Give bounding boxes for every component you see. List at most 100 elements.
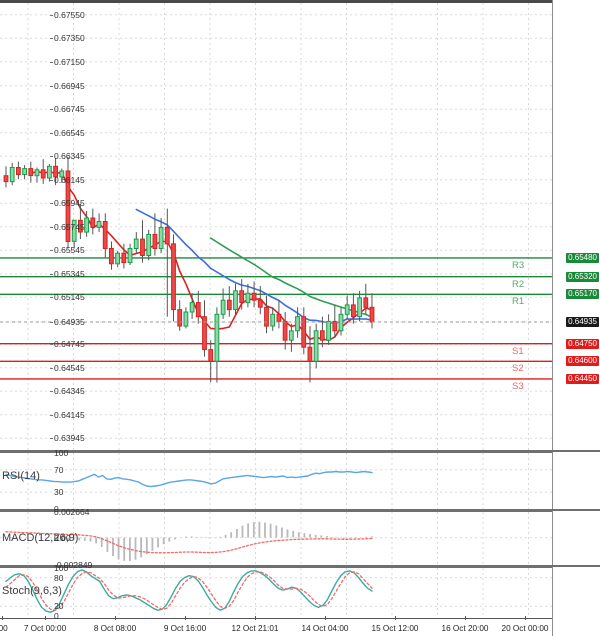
price-tick-mark — [50, 156, 53, 158]
price-tick-label: 0.65345 — [54, 268, 85, 279]
price-tick-label: 0.65545 — [54, 245, 85, 256]
price-tick-label: 0.66745 — [54, 104, 85, 115]
price-tick-label: 0.65145 — [54, 292, 85, 303]
price-tick-mark — [50, 109, 53, 111]
price-tick-mark — [50, 438, 53, 440]
rsi-panel-top-border — [0, 450, 552, 453]
price-tick-label: 0.64345 — [54, 386, 85, 397]
pivot-r3-label: R3 — [512, 259, 525, 271]
x-axis-tick-mark — [185, 616, 186, 620]
x-axis-tick-mark — [45, 616, 46, 620]
subpanel-tick-label: 70 — [54, 464, 64, 475]
x-axis-tick-label: :00 — [0, 624, 8, 633]
subpanel-tick-label: -0.002849 — [54, 560, 93, 570]
price-tick-label: 0.67350 — [54, 33, 85, 44]
price-tick-mark — [50, 85, 53, 87]
price-tick-label: 0.66945 — [54, 80, 85, 91]
rsi-indicator-label: RSI(14) — [2, 470, 40, 482]
price-tick-label: 0.66345 — [54, 151, 85, 162]
pivot-s2-label: S2 — [512, 363, 524, 375]
pivot-r3-price-tag: 0.65480 — [566, 252, 599, 263]
macd-canvas — [0, 512, 552, 565]
x-axis-tick-label: 12 Oct 21:01 — [231, 624, 279, 633]
rsi-canvas — [0, 453, 552, 509]
x-axis-tick-mark — [525, 616, 526, 620]
x-axis-tick-label: 16 Oct 20:00 — [441, 624, 489, 633]
price-tick-label: 0.67550 — [54, 9, 85, 20]
pivot-r2-label: R2 — [512, 278, 525, 290]
pivot-r1-price-tag: 0.65170 — [566, 289, 599, 300]
price-axis-separator — [552, 0, 553, 636]
price-chart-canvas[interactable] — [0, 3, 552, 450]
price-tick-mark — [50, 414, 53, 416]
x-axis-tick-mark — [255, 616, 256, 620]
price-tick-mark — [50, 250, 53, 252]
price-tick-label: 0.67150 — [54, 56, 85, 67]
x-axis-tick-mark — [395, 616, 396, 620]
pivot-s1-label: S1 — [512, 345, 524, 357]
price-tick-mark — [50, 322, 53, 323]
x-axis-line — [0, 618, 552, 619]
subpanel-tick-label: 30 — [54, 487, 64, 498]
price-tick-label: 0.64545 — [54, 362, 85, 373]
x-axis-tick-mark — [465, 616, 466, 620]
pivot-s3-price-tag: 0.64450 — [566, 373, 599, 384]
x-axis-tick-label: 15 Oct 12:00 — [371, 624, 419, 633]
price-tick-mark — [50, 367, 53, 369]
price-tick-mark — [50, 203, 53, 205]
x-axis-tick-label: 14 Oct 04:00 — [301, 624, 349, 633]
price-tick-mark — [50, 132, 53, 134]
price-tick-label: 0.63945 — [54, 433, 85, 444]
subpanel-tick-label: 100 — [54, 448, 69, 458]
x-axis-tick-mark — [2, 616, 3, 620]
price-tick-mark — [50, 61, 53, 63]
axis-panel-divider — [552, 509, 600, 511]
pivot-r1-label: R1 — [512, 296, 525, 308]
price-tick-mark — [50, 14, 53, 16]
subpanel-tick-label: 80 — [54, 572, 64, 583]
subpanel-tick-label: 0.002664 — [54, 507, 90, 517]
subpanel-tick-label: 0.00 — [54, 532, 71, 543]
subpanel-tick-label: 20 — [54, 601, 64, 612]
price-tick-mark — [50, 226, 53, 228]
price-tick-mark — [50, 391, 53, 393]
pivot-s1-price-tag: 0.64750 — [566, 338, 599, 349]
macd-panel[interactable]: MACD(12,26,9) — [0, 512, 552, 565]
stochastic-canvas — [0, 568, 552, 616]
price-tick-mark — [50, 179, 53, 181]
x-axis-tick-label: 8 Oct 08:00 — [93, 624, 137, 633]
rsi-panel[interactable]: RSI(14) — [0, 453, 552, 509]
x-axis-tick-label: 9 Oct 16:00 — [163, 624, 207, 633]
subpanel-tick-label: 0 — [54, 504, 59, 514]
axis-panel-divider — [552, 565, 600, 567]
price-tick-mark — [50, 38, 53, 40]
axis-panel-divider — [552, 450, 600, 452]
price-tick-label: 0.65945 — [54, 198, 85, 209]
x-axis-tick-mark — [325, 616, 326, 620]
chart-top-border — [0, 0, 552, 3]
stoch-panel-top-border — [0, 565, 552, 568]
price-tick-label: 0.64145 — [54, 409, 85, 420]
x-axis-tick-label: 7 Oct 00:00 — [23, 624, 67, 633]
price-tick-mark — [50, 297, 53, 299]
price-tick-label: 0.64745 — [54, 339, 85, 350]
x-axis-tick-mark — [115, 616, 116, 620]
macd-panel-top-border — [0, 509, 552, 512]
pivot-s3-label: S3 — [512, 380, 524, 392]
price-chart-panel[interactable] — [0, 3, 552, 450]
price-tick-label: 0.66545 — [54, 127, 85, 138]
current-price-tag: 0.64935 — [566, 317, 599, 327]
subpanel-tick-label: 100 — [54, 563, 69, 573]
macd-indicator-label: MACD(12,26,9) — [2, 532, 79, 544]
stochastic-panel[interactable]: Stoch(9,6,3) — [0, 568, 552, 616]
stoch-indicator-label: Stoch(9,6,3) — [2, 585, 62, 597]
price-tick-label: 0.64935 — [54, 317, 85, 327]
price-tick-label: 0.65745 — [54, 221, 85, 232]
price-tick-label: 0.66145 — [54, 174, 85, 185]
pivot-r2-price-tag: 0.65320 — [566, 271, 599, 282]
price-tick-mark — [50, 344, 53, 346]
subpanel-tick-label: 0 — [54, 611, 59, 621]
x-axis-tick-label: 20 Oct 00:00 — [501, 624, 549, 633]
price-tick-mark — [50, 273, 53, 275]
